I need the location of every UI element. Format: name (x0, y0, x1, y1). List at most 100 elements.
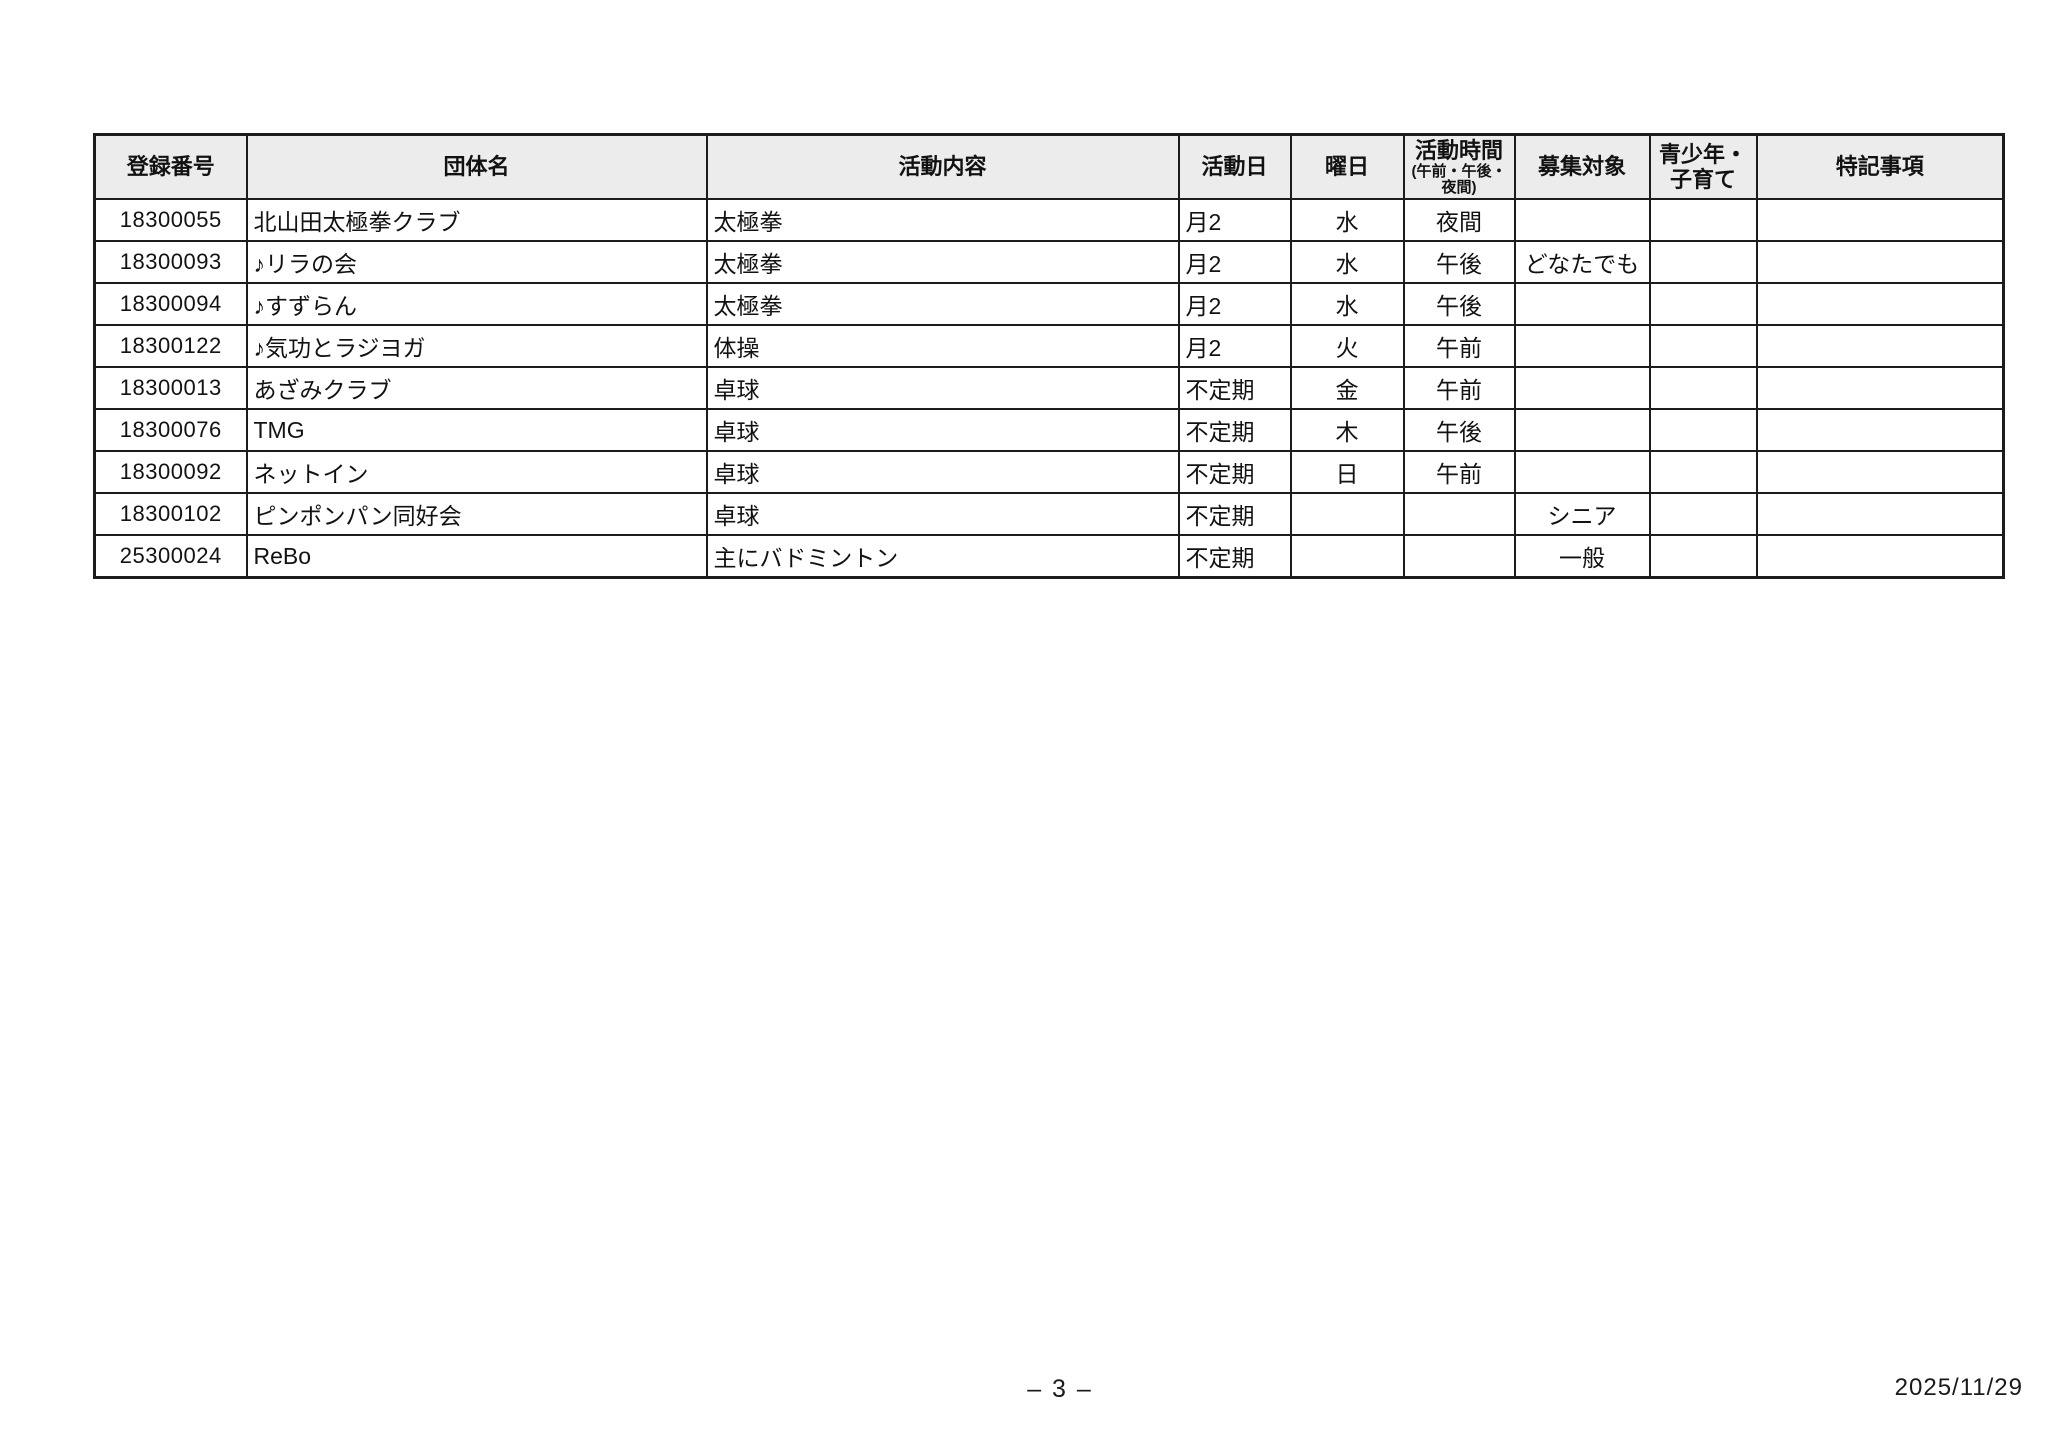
cell-group-name: ReBo (245, 534, 708, 579)
cell-activity-day: 不定期 (1177, 534, 1292, 579)
table-row: 18300122 ♪気功とラジヨガ 体操 月2 火午前 (93, 324, 2005, 368)
cell-special-notes (1755, 534, 2005, 579)
cell-registration-number: 18300092 (93, 450, 248, 494)
cell-registration-number: 18300102 (93, 492, 248, 536)
cell-activity-content: 卓球 (705, 408, 1180, 452)
cell-registration-number: 25300024 (93, 534, 248, 579)
table-body: 18300055 北山田太極拳クラブ 太極拳 月2 水夜間 18300093 ♪リラの会 太極… (93, 198, 2005, 579)
cell-special-notes (1755, 492, 2005, 536)
cell-registration-number: 18300055 (93, 198, 248, 242)
cell-activity-day: 月2 (1177, 282, 1292, 326)
column-header-label: 活動内容 (898, 154, 987, 180)
cell-recruitment-target (1513, 408, 1651, 452)
cell-activity-content: 体操 (705, 324, 1180, 368)
column-header-youth-childcare: 青少年・子育て (1648, 133, 1758, 200)
cell-group-name: ピンポンパン同好会 (245, 492, 708, 536)
column-header-recruitment-target: 募集対象 (1513, 133, 1651, 200)
column-header-activity-time: 活動時間 (午前・午後・夜間) (1402, 133, 1516, 200)
cell-youth-childcare (1648, 408, 1758, 452)
cell-group-name: ネットイン (245, 450, 708, 494)
cell-activity-time (1402, 492, 1516, 536)
cell-activity-time: 午後 (1402, 408, 1516, 452)
table-header: 登録番号 団体名 活動内容 活動日 曜日 活動時間 (午前・午後・夜間) 募集対象 青少年・子育… (93, 133, 2005, 200)
cell-activity-content: 卓球 (705, 450, 1180, 494)
table-row: 18300092 ネットイン 卓球 不定期日午前 (93, 450, 2005, 494)
cell-activity-time: 午前 (1402, 324, 1516, 368)
column-header-label: 活動日 (1201, 154, 1268, 180)
cell-youth-childcare (1648, 282, 1758, 326)
cell-group-name: 北山田太極拳クラブ (245, 198, 708, 242)
cell-activity-time: 夜間 (1402, 198, 1516, 242)
cell-activity-day: 月2 (1177, 324, 1292, 368)
cell-activity-content: 太極拳 (705, 240, 1180, 284)
cell-registration-number: 18300013 (93, 366, 248, 410)
table-row: 18300094 ♪すずらん 太極拳 月2 水午後 (93, 282, 2005, 326)
cell-special-notes (1755, 198, 2005, 242)
cell-weekday: 日 (1289, 450, 1405, 494)
cell-activity-time: 午後 (1402, 282, 1516, 326)
cell-weekday: 水 (1289, 282, 1405, 326)
cell-youth-childcare (1648, 366, 1758, 410)
cell-activity-day: 不定期 (1177, 366, 1292, 410)
cell-weekday (1289, 492, 1405, 536)
registered-groups-table: 登録番号 団体名 活動内容 活動日 曜日 活動時間 (午前・午後・夜間) 募集対象 青少年・子育… (93, 133, 2005, 579)
cell-activity-time: 午前 (1402, 450, 1516, 494)
table-row: 18300076 TMG 卓球 不定期木午後 (93, 408, 2005, 452)
cell-recruitment-target (1513, 450, 1651, 494)
cell-recruitment-target (1513, 324, 1651, 368)
table-row: 18300102 ピンポンパン同好会 卓球 不定期 シニア (93, 492, 2005, 536)
cell-group-name: ♪リラの会 (245, 240, 708, 284)
table-row: 18300013 あざみクラブ 卓球 不定期金午前 (93, 366, 2005, 410)
column-header-label: 活動時間 (1414, 138, 1503, 164)
page-number: – 3 – (1027, 1375, 1093, 1403)
cell-activity-content: 卓球 (705, 366, 1180, 410)
cell-group-name: あざみクラブ (245, 366, 708, 410)
cell-special-notes (1755, 408, 2005, 452)
column-header-label: 特記事項 (1835, 154, 1924, 180)
cell-activity-day: 不定期 (1177, 492, 1292, 536)
column-header-label: 団体名 (443, 154, 510, 180)
cell-group-name: ♪すずらん (245, 282, 708, 326)
cell-youth-childcare (1648, 324, 1758, 368)
column-header-special-notes: 特記事項 (1755, 133, 2005, 200)
table-row: 18300055 北山田太極拳クラブ 太極拳 月2 水夜間 (93, 198, 2005, 242)
cell-activity-content: 太極拳 (705, 198, 1180, 242)
cell-registration-number: 18300093 (93, 240, 248, 284)
cell-weekday: 水 (1289, 198, 1405, 242)
cell-activity-time: 午前 (1402, 366, 1516, 410)
cell-weekday: 木 (1289, 408, 1405, 452)
column-header-label: 登録番号 (126, 154, 215, 180)
cell-weekday: 金 (1289, 366, 1405, 410)
cell-recruitment-target (1513, 366, 1651, 410)
column-header-label: 曜日 (1324, 154, 1369, 180)
cell-youth-childcare (1648, 240, 1758, 284)
cell-youth-childcare (1648, 198, 1758, 242)
cell-weekday (1289, 534, 1405, 579)
column-header-sublabel: (午前・午後・夜間) (1411, 163, 1507, 197)
cell-recruitment-target (1513, 198, 1651, 242)
cell-registration-number: 18300094 (93, 282, 248, 326)
cell-special-notes (1755, 324, 2005, 368)
column-header-weekday: 曜日 (1289, 133, 1405, 200)
column-header-registration-number: 登録番号 (93, 133, 248, 200)
column-header-group-name: 団体名 (245, 133, 708, 200)
cell-recruitment-target: どなたでも (1513, 240, 1651, 284)
cell-activity-time: 午後 (1402, 240, 1516, 284)
cell-recruitment-target: 一般 (1513, 534, 1651, 579)
column-header-activity-content: 活動内容 (705, 133, 1180, 200)
cell-activity-time (1402, 534, 1516, 579)
cell-recruitment-target (1513, 282, 1651, 326)
table-row: 25300024 ReBo 主にバドミントン 不定期 一般 (93, 534, 2005, 579)
cell-special-notes (1755, 282, 2005, 326)
cell-group-name: ♪気功とラジヨガ (245, 324, 708, 368)
cell-activity-content: 太極拳 (705, 282, 1180, 326)
cell-youth-childcare (1648, 534, 1758, 579)
cell-special-notes (1755, 240, 2005, 284)
cell-youth-childcare (1648, 492, 1758, 536)
cell-activity-content: 卓球 (705, 492, 1180, 536)
cell-weekday: 火 (1289, 324, 1405, 368)
cell-special-notes (1755, 450, 2005, 494)
cell-group-name: TMG (245, 408, 708, 452)
table-row: 18300093 ♪リラの会 太極拳 月2 水午後 どなたでも (93, 240, 2005, 284)
